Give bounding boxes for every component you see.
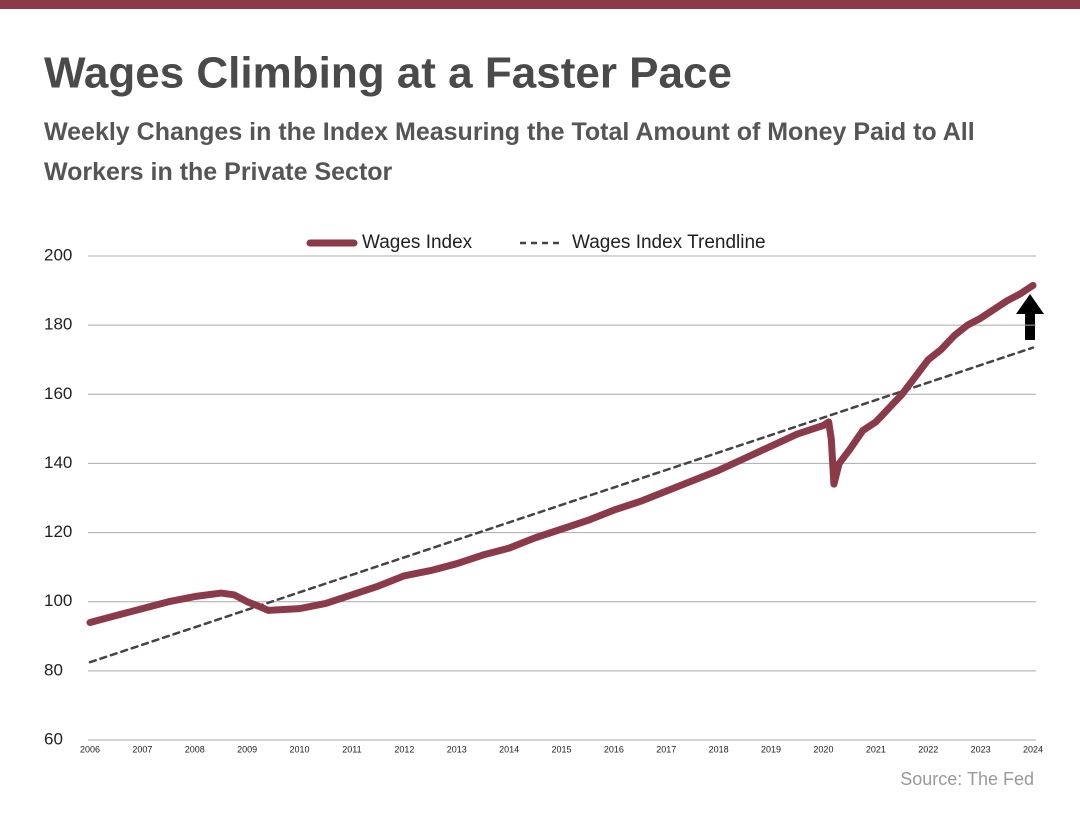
- x-tick-label: 2010: [290, 744, 310, 754]
- arrow-icon: [1016, 294, 1044, 340]
- y-tick-label: 180: [44, 315, 72, 334]
- subtitle-box: Weekly Changes in the Index Measuring th…: [44, 118, 975, 186]
- x-tick-label: 2013: [447, 744, 467, 754]
- y-tick-label: 120: [44, 522, 72, 541]
- x-tick-label: 2024: [1023, 744, 1043, 754]
- y-tick-label: 80: [44, 660, 63, 679]
- y-tick-label: 100: [44, 591, 72, 610]
- y-tick-label: 60: [44, 729, 63, 748]
- y-tick-label: 160: [44, 384, 72, 403]
- x-tick-label: 2019: [761, 744, 781, 754]
- y-tick-label: 200: [44, 245, 72, 264]
- x-tick-label: 2022: [918, 744, 938, 754]
- x-tick-label: 2006: [80, 744, 100, 754]
- x-tick-label: 2007: [132, 744, 152, 754]
- series-line: [88, 346, 1035, 664]
- source: Source: The Fed: [900, 769, 1034, 789]
- legend-label: Wages Index: [362, 232, 473, 253]
- legend-label: Wages Index Trendline: [572, 232, 766, 253]
- x-tick-label: 2014: [499, 744, 519, 754]
- top-band: [0, 0, 1080, 9]
- subtitle: Weekly Changes in the Index Measuring th…: [44, 118, 975, 186]
- title: Wages Climbing at a Faster Pace: [44, 49, 732, 98]
- x-tick-label: 2009: [237, 744, 257, 754]
- series-line: [86, 281, 1037, 626]
- x-tick-label: 2020: [813, 744, 833, 754]
- x-tick-label: 2023: [971, 744, 991, 754]
- x-tick-label: 2021: [866, 744, 886, 754]
- x-tick-label: 2008: [185, 744, 205, 754]
- x-tick-label: 2017: [656, 744, 676, 754]
- x-tick-label: 2011: [342, 744, 361, 754]
- y-tick-label: 140: [44, 453, 72, 472]
- x-tick-label: 2012: [394, 744, 414, 754]
- x-tick-label: 2015: [551, 744, 571, 754]
- x-tick-label: 2016: [604, 744, 624, 754]
- x-tick-label: 2018: [709, 744, 729, 754]
